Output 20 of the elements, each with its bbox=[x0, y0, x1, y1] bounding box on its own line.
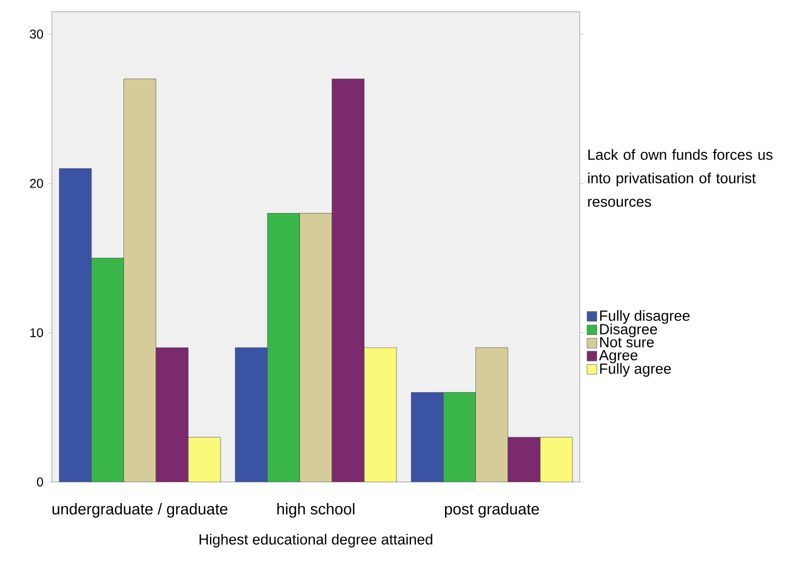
y-tick-label: 0 bbox=[36, 477, 44, 486]
x-tick-label: undergraduate / graduate bbox=[52, 503, 228, 518]
bar bbox=[410, 392, 444, 482]
y-tick-label: 30 bbox=[30, 30, 44, 39]
bar bbox=[124, 78, 156, 482]
bar bbox=[300, 213, 332, 482]
x-tick-label: post graduate bbox=[445, 503, 539, 518]
x-tick-label: high school bbox=[277, 503, 354, 518]
legend-label: Not sure bbox=[600, 337, 654, 348]
y-tick-label: 10 bbox=[30, 328, 44, 338]
legend-label: Fully disagree bbox=[600, 310, 690, 324]
legend-title: Lack of own funds forces us into privatisation of tourist resources bbox=[588, 149, 772, 207]
y-tick-label: 20 bbox=[30, 178, 44, 188]
bar bbox=[234, 347, 268, 482]
bar bbox=[476, 347, 508, 482]
legend-label: Fully agree bbox=[600, 363, 671, 377]
x-axis-title: Highest educational degree attained bbox=[200, 534, 432, 548]
legend-label: Agree bbox=[599, 350, 638, 364]
legend-label: Disagree bbox=[600, 324, 658, 338]
bar bbox=[59, 168, 92, 482]
